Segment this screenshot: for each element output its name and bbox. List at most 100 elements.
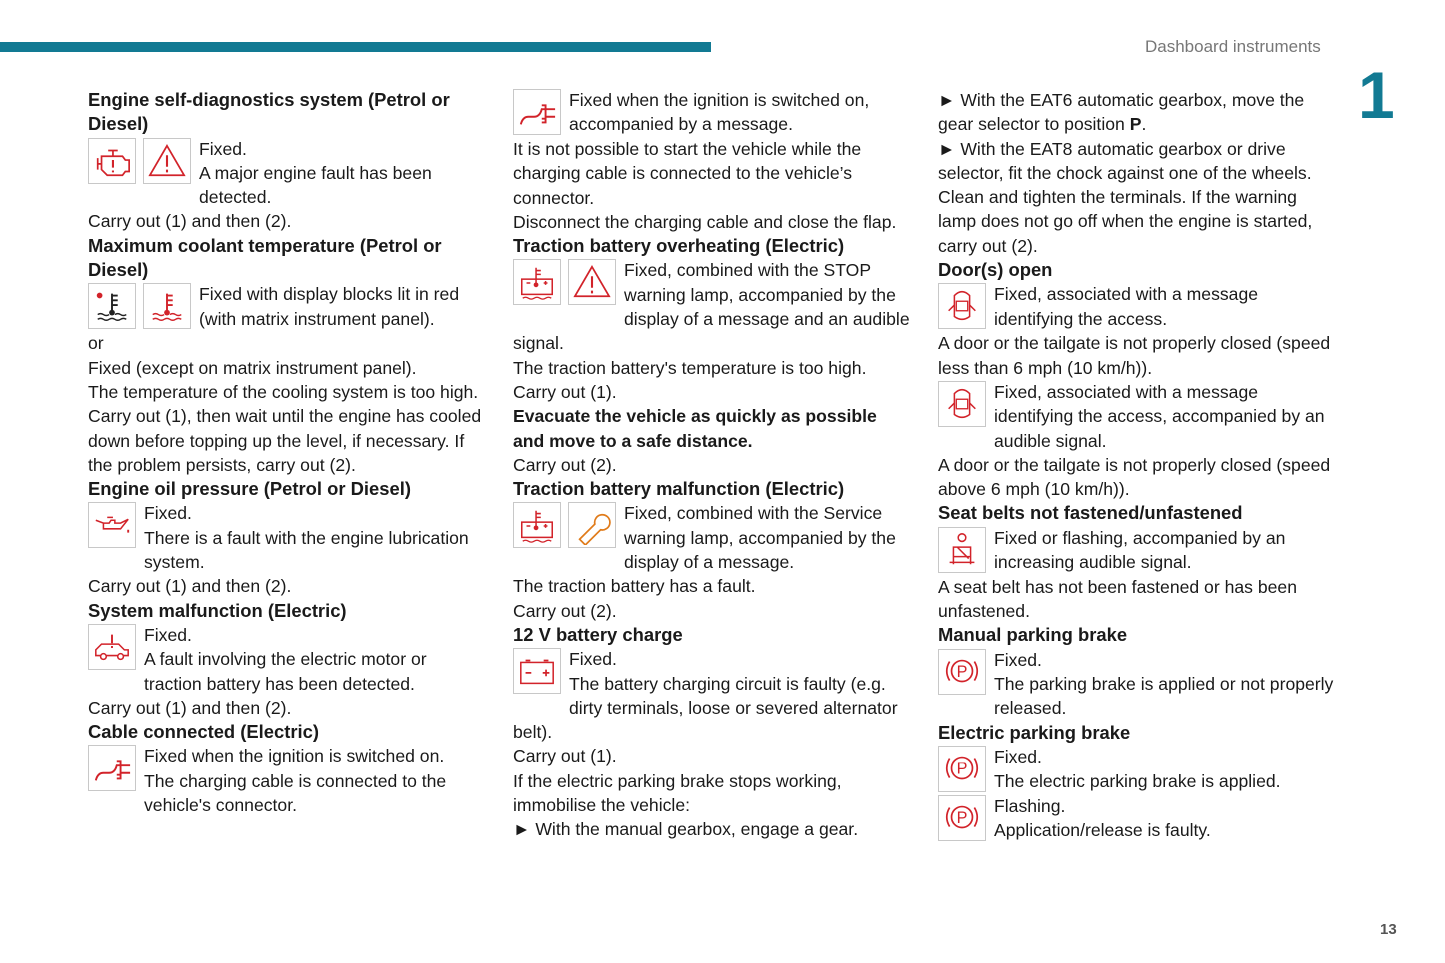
coolant-temperature-black-icon (88, 283, 136, 330)
wrench-service-icon (568, 502, 616, 549)
svg-text:P: P (957, 809, 968, 827)
warning-lamp-entry: Fixed, associated with a message identif… (938, 282, 1336, 331)
paragraph: Carry out (1) and then (2). (88, 211, 292, 232)
paragraph: Evacuate the vehicle as quickly as possi… (513, 406, 877, 451)
warning-lamp-entry: Fixed when the ignition is switched on. T… (88, 744, 486, 817)
warning-lamp-entry: Fixed. A major engine fault has been dete… (88, 137, 486, 210)
warning-lamp-entry: Fixed, associated with a message identif… (938, 380, 1336, 453)
warning-lamp-entry: Fixed when the ignition is switched on, … (513, 88, 911, 137)
paragraph: Fixed. (994, 649, 1042, 670)
bullet-text: With the manual gearbox, engage a gear. (535, 819, 859, 840)
chapter-number: 1 (1358, 58, 1395, 132)
warning-lamp-entry: Fixed or flashing, accompanied by an inc… (938, 526, 1336, 575)
charging-plug-icon (88, 745, 136, 792)
paragraph: Carry out (1) and then (2). (88, 576, 292, 597)
section-heading: Door(s) open (938, 259, 1053, 281)
warning-lamp-icons (938, 283, 986, 330)
warning-lamp-icons (88, 745, 136, 792)
bullet-item: With the EAT8 automatic gearbox or drive… (938, 137, 1336, 186)
section-title: Dashboard instruments (1145, 37, 1321, 56)
paragraph: Fixed when the ignition is switched on. (144, 746, 445, 767)
paragraph: Carry out (2). (513, 454, 617, 475)
bullet-text: With the EAT6 automatic gearbox, move th… (938, 90, 1305, 135)
warning-lamp-icons (88, 137, 191, 184)
bullet-text: With the EAT8 automatic gearbox or drive… (938, 138, 1312, 183)
paragraph: If the electric parking brake stops work… (513, 770, 842, 816)
paragraph: The charging cable is connected to the v… (144, 770, 447, 816)
section-heading: Traction battery overheating (Electric) (513, 235, 845, 257)
section-heading: Engine oil pressure (Petrol or Diesel) (88, 478, 411, 500)
paragraph: A door or the tailgate is not properly c… (938, 333, 1331, 378)
paragraph: The traction battery has a fault. (513, 576, 756, 597)
section-heading: Electric parking brake (938, 721, 1131, 743)
section-heading: System malfunction (Electric) (88, 599, 347, 621)
paragraph: Carry out (2). (513, 600, 617, 621)
battery-icon (513, 648, 561, 695)
warning-lamp-icons (938, 380, 986, 427)
paragraph: Fixed. (994, 746, 1042, 767)
paragraph: Fixed or flashing, accompanied by an inc… (994, 527, 1286, 573)
warning-lamp-icons (88, 623, 136, 670)
paragraph: Carry out (1). (513, 381, 617, 402)
charging-plug-icon (513, 89, 561, 135)
paragraph: Carry out (1), then wait until the engin… (88, 406, 482, 475)
warning-lamp-icons (513, 502, 616, 549)
warning-triangle-icon (143, 137, 191, 184)
battery-temperature-icon (513, 259, 561, 306)
paragraph: A major engine fault has been detected. (199, 162, 432, 208)
section-heading: Maximum coolant temperature (Petrol or D… (88, 234, 442, 281)
svg-text:P: P (957, 662, 968, 680)
paragraph: Fixed. (144, 503, 192, 524)
section-heading: Cable connected (Electric) (88, 721, 319, 743)
paragraph: A seat belt has not been fastened or has… (938, 576, 1297, 622)
section-heading: Engine self-diagnostics system (Petrol o… (88, 89, 450, 135)
paragraph: Fixed. (199, 138, 247, 159)
warning-lamp-entry: Fixed with display blocks lit in red (wi… (88, 282, 486, 331)
warning-lamp-entry: Fixed, combined with the STOP warning la… (513, 258, 911, 355)
paragraph: The battery charging circuit is faulty (… (513, 673, 898, 743)
warning-lamp-icons: P (938, 794, 986, 841)
door-open-icon (938, 380, 986, 427)
warning-lamp-icons (938, 526, 986, 573)
paragraph: Carry out (1). (513, 746, 617, 767)
paragraph: Fixed with display blocks lit in red (wi… (199, 284, 460, 329)
door-open-icon (938, 283, 986, 330)
paragraph: The temperature of the cooling system is… (88, 381, 479, 402)
column-2: Fixed when the ignition is switched on, … (513, 88, 911, 842)
paragraph: A door or the tailgate is not properly c… (938, 454, 1331, 500)
paragraph: Fixed. (144, 624, 192, 645)
oil-can-icon (88, 502, 136, 549)
warning-lamp-icons (513, 259, 616, 306)
warning-lamp-entry: Fixed, combined with the Service warning… (513, 501, 911, 574)
warning-lamp-entry: P Fixed. The electric parking brake is app… (938, 745, 1336, 794)
warning-lamp-entry: Fixed. The battery charging circuit is fa… (513, 647, 911, 744)
coolant-temperature-red-icon (143, 283, 191, 330)
paragraph: Application/release is faulty. (994, 820, 1211, 841)
warning-lamp-icons: P (938, 745, 986, 792)
header-accent-bar (0, 42, 711, 52)
seatbelt-icon (938, 526, 986, 573)
paragraph: Fixed, associated with a message identif… (994, 381, 1325, 451)
bullet-item: With the manual gearbox, engage a gear. (513, 817, 911, 841)
bullet-text: . (1141, 114, 1147, 135)
paragraph: Fixed when the ignition is switched on, … (569, 90, 870, 135)
page-number: 13 (1380, 921, 1397, 938)
section-heading: Manual parking brake (938, 624, 1128, 646)
section-heading: Seat belts not fastened/unfastened (938, 502, 1243, 524)
warning-lamp-icons: P (938, 648, 986, 695)
paragraph: The parking brake is applied or not prop… (994, 673, 1334, 719)
warning-lamp-entry: Fixed. A fault involving the electric mot… (88, 623, 486, 696)
paragraph: Disconnect the charging cable and close … (513, 211, 897, 232)
paragraph: or (88, 333, 104, 354)
paragraph: A fault involving the electric motor or … (144, 649, 427, 694)
paragraph: The traction battery's temperature is to… (513, 357, 867, 378)
paragraph: Carry out (1) and then (2). (88, 697, 292, 718)
paragraph: There is a fault with the engine lubrica… (144, 527, 469, 573)
section-heading: 12 V battery charge (513, 623, 683, 645)
warning-triangle-icon (568, 259, 616, 306)
paragraph: Fixed (except on matrix instrument panel… (88, 357, 417, 378)
engine-icon (88, 137, 136, 184)
battery-temperature-icon (513, 502, 561, 549)
paragraph: Fixed, associated with a message identif… (994, 284, 1259, 329)
warning-lamp-icons (88, 502, 136, 549)
